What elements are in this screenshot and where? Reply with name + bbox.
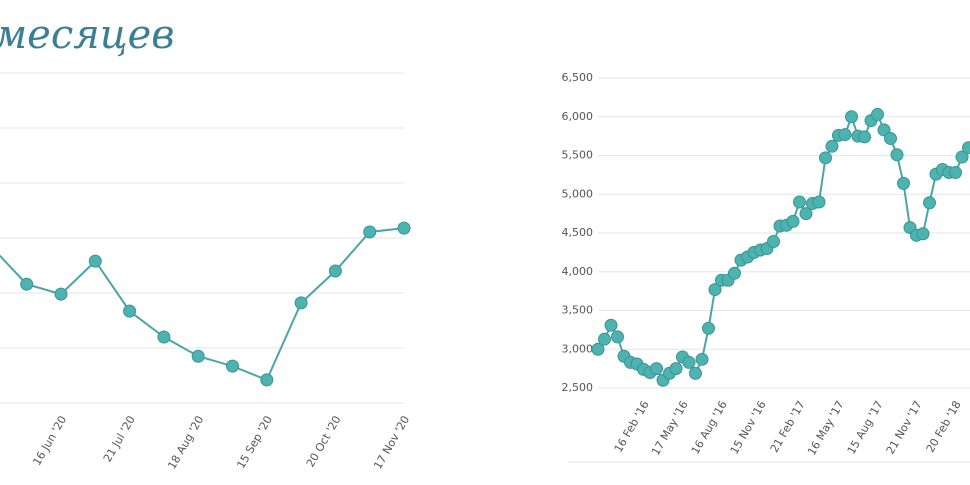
- point: [123, 304, 137, 318]
- point: [949, 166, 962, 180]
- x-tick-label: 15 Sep '20: [234, 414, 275, 471]
- point: [695, 352, 709, 366]
- point: [897, 176, 910, 190]
- x-tick-label: 17 Nov '20: [371, 414, 412, 472]
- y-tick-label: 3,500: [562, 304, 594, 317]
- point: [728, 266, 741, 280]
- point: [955, 150, 969, 164]
- x-tick-label: 21 Jul '20: [101, 414, 138, 465]
- y-tick-label: 6,500: [562, 71, 594, 84]
- point: [669, 362, 683, 376]
- x-tick-label: 16 Feb '16: [612, 399, 652, 455]
- point: [591, 342, 605, 356]
- point: [157, 330, 171, 344]
- point: [363, 225, 377, 239]
- point: [598, 332, 611, 346]
- point: [923, 196, 936, 210]
- y-tick-label: 4,000: [562, 265, 594, 278]
- point: [260, 373, 274, 387]
- y-tick-label: 6,000: [562, 110, 594, 123]
- point: [767, 235, 780, 249]
- point: [226, 359, 239, 373]
- point: [812, 195, 826, 209]
- point: [871, 107, 884, 121]
- point: [858, 130, 871, 144]
- point: [877, 123, 891, 137]
- point: [702, 321, 715, 335]
- point: [890, 148, 904, 162]
- point: [793, 195, 806, 209]
- point: [650, 362, 663, 376]
- x-tick-label: 21 Nov '17: [884, 399, 925, 457]
- point: [962, 141, 970, 155]
- heading: месяцев: [0, 12, 175, 58]
- point: [845, 110, 858, 124]
- point: [611, 330, 624, 344]
- point: [819, 151, 832, 165]
- point: [604, 318, 618, 332]
- x-tick-label: 21 Feb '17: [768, 399, 808, 455]
- x-tick-label: 16 Aug '16: [689, 399, 730, 457]
- series-line: [597, 112, 970, 382]
- point: [191, 349, 205, 363]
- x-tick-label: 15 Aug '17: [845, 399, 886, 457]
- x-tick-label: 18 Aug '20: [165, 414, 206, 472]
- chart: 16 Jun '20 21 Jul '20 18 Aug '20 15 Sep '20…: [0, 72, 412, 472]
- point: [20, 277, 34, 291]
- point: [294, 296, 308, 310]
- y-tick-label: 5,500: [562, 149, 594, 162]
- x-tick-label: 16 Jun '20: [30, 414, 69, 468]
- point: [88, 254, 102, 268]
- point: [838, 128, 852, 142]
- point: [786, 214, 800, 228]
- y-tick-label: 3,000: [562, 342, 594, 355]
- point: [916, 227, 930, 241]
- point: [682, 355, 696, 369]
- y-tick-label: 5,000: [562, 187, 594, 200]
- x-tick-label: 16 May '17: [805, 399, 847, 458]
- point: [328, 264, 342, 278]
- point: [884, 131, 897, 145]
- point: [689, 366, 702, 380]
- x-tick-label: 20 Oct '20: [304, 413, 344, 469]
- x-tick-label: 15 Nov '16: [728, 399, 769, 457]
- x-tick-label: 20 Feb '18: [924, 399, 964, 455]
- point: [397, 221, 411, 235]
- y-tick-label: 4,500: [562, 226, 594, 239]
- chart: 2,500 3,000 3,500 4,000 4,500 5,000 5,500 6,000…: [562, 71, 970, 463]
- y-tick-label: 2,500: [562, 381, 594, 394]
- point: [799, 207, 813, 221]
- point: [708, 283, 722, 297]
- point: [825, 139, 839, 153]
- x-tick-label: 17 May '16: [649, 399, 691, 458]
- point: [54, 287, 68, 301]
